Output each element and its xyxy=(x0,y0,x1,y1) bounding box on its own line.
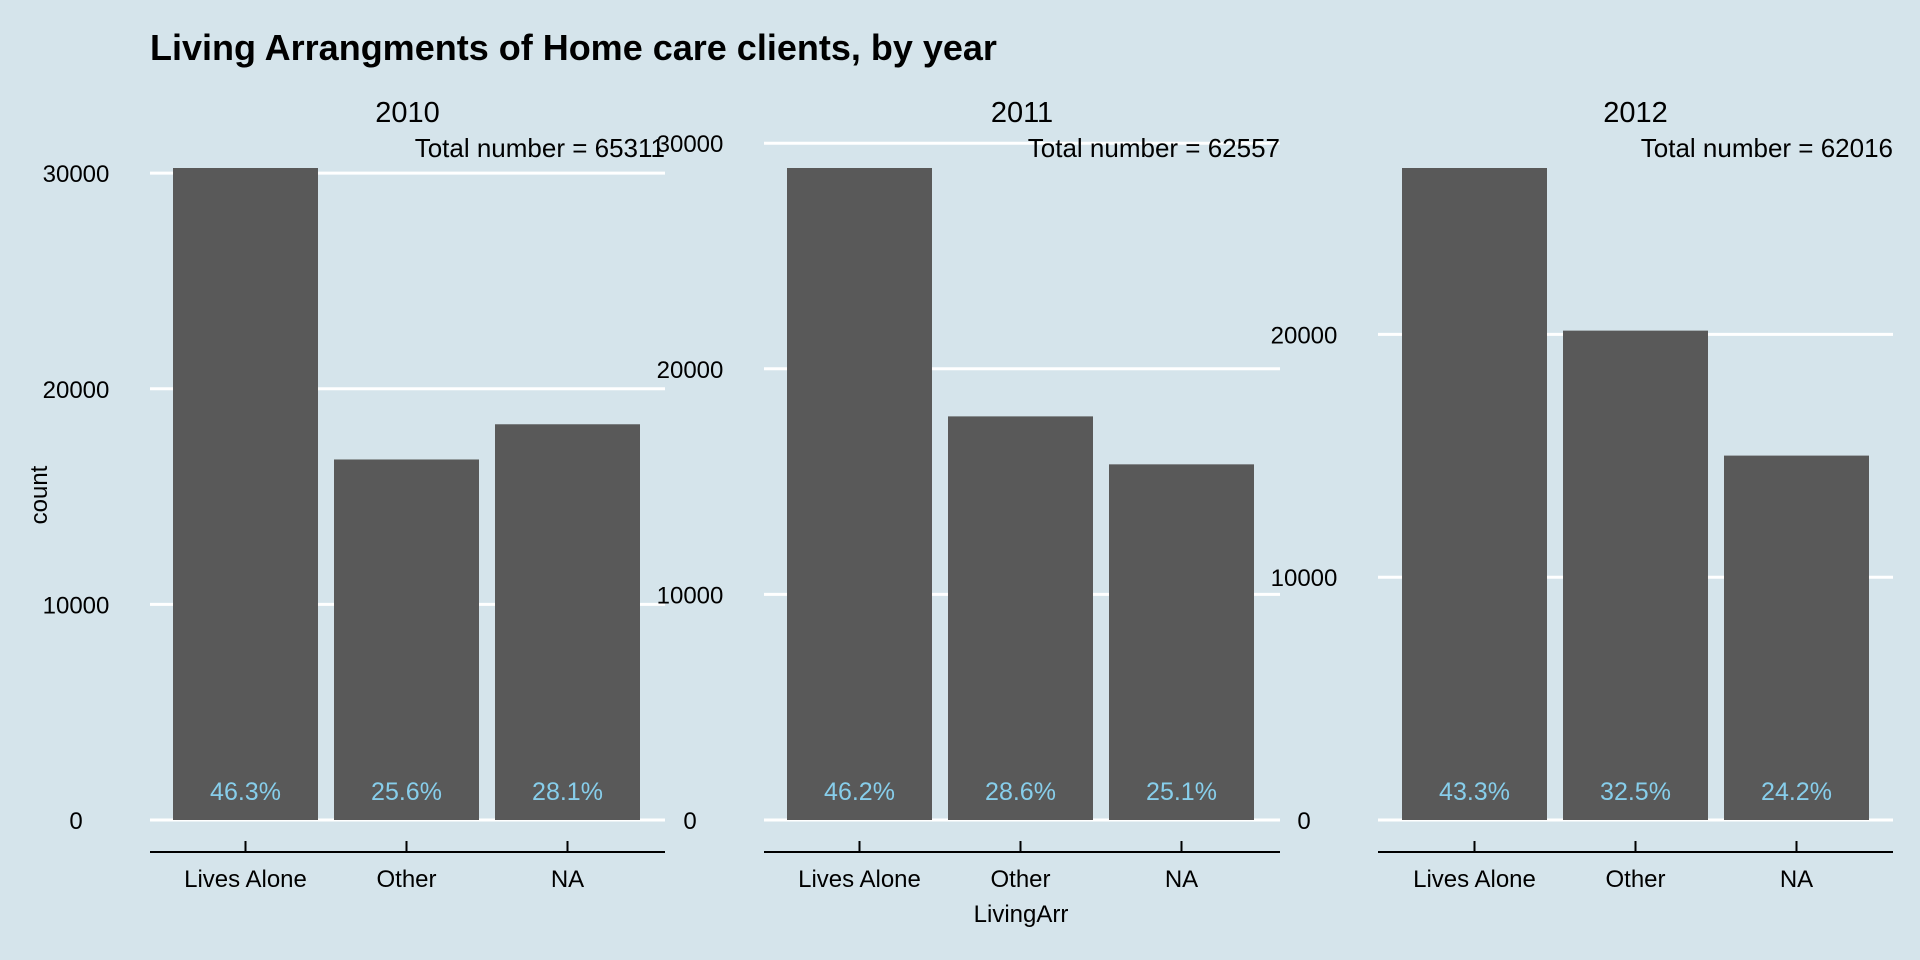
bar-pct-label: 46.2% xyxy=(824,778,895,806)
bar-2010-1 xyxy=(334,459,479,820)
bar-2011-0 xyxy=(787,168,932,820)
y-tick-label: 0 xyxy=(683,808,696,835)
panel-2012: 0 10000 20000 43.3% Lives Alone 32.5% Other 24.… xyxy=(1271,97,1893,893)
y-tick-label: 0 xyxy=(69,808,82,835)
y-tick-label: 20000 xyxy=(1271,322,1338,349)
x-tick-label: Lives Alone xyxy=(184,866,307,893)
bar-pct-label: 46.3% xyxy=(210,778,281,806)
facet-title: 2011 xyxy=(991,97,1053,129)
x-tick-label: Other xyxy=(1605,866,1665,893)
chart-title: Living Arrangments of Home care clients,… xyxy=(150,27,997,68)
y-tick-label: 0 xyxy=(1297,808,1310,835)
y-tick-label: 20000 xyxy=(657,357,724,384)
panel-2011: 0 10000 20000 30000 46.2% Lives Alone 28.6% Oth… xyxy=(657,97,1280,893)
x-tick-label: Other xyxy=(376,866,436,893)
x-tick-label: NA xyxy=(551,866,584,893)
x-tick-label: NA xyxy=(1165,866,1198,893)
bar-pct-label: 32.5% xyxy=(1600,778,1671,806)
facet-subtitle: Total number = 62557 xyxy=(1028,133,1280,163)
facet-subtitle: Total number = 62016 xyxy=(1641,133,1893,163)
bar-2012-2 xyxy=(1724,455,1869,820)
bar-pct-label: 43.3% xyxy=(1439,778,1510,806)
x-tick-label: NA xyxy=(1780,866,1813,893)
y-tick-label: 20000 xyxy=(43,377,110,404)
facet-title: 2012 xyxy=(1603,97,1668,129)
x-tick-label: Lives Alone xyxy=(1413,866,1536,893)
facet-subtitle: Total number = 65311 xyxy=(415,133,665,163)
bar-pct-label: 24.2% xyxy=(1761,778,1832,806)
y-tick-label: 30000 xyxy=(657,131,724,158)
bar-2011-1 xyxy=(948,416,1093,820)
y-tick-label: 10000 xyxy=(43,592,110,619)
x-axis-label: LivingArr xyxy=(974,901,1069,928)
bar-2012-0 xyxy=(1402,168,1547,820)
bar-2010-0 xyxy=(173,168,318,820)
x-tick-label: Other xyxy=(990,866,1050,893)
bar-pct-label: 25.6% xyxy=(371,778,442,806)
y-axis-label: count xyxy=(26,465,53,524)
facet-title: 2010 xyxy=(375,97,440,129)
y-tick-label: 10000 xyxy=(657,582,724,609)
panel-2010: 0 10000 20000 30000 46.3% Lives Alone 25.6% Oth… xyxy=(43,97,665,893)
bar-pct-label: 25.1% xyxy=(1146,778,1217,806)
bar-pct-label: 28.6% xyxy=(985,778,1056,806)
y-tick-label: 30000 xyxy=(43,161,110,188)
y-tick-label: 10000 xyxy=(1271,565,1338,592)
bar-pct-label: 28.1% xyxy=(532,778,603,806)
panels: 0 10000 20000 30000 46.3% Lives Alone 25.6% Oth… xyxy=(43,97,1893,893)
bar-2010-2 xyxy=(495,424,640,820)
bar-2012-1 xyxy=(1563,330,1708,820)
x-tick-label: Lives Alone xyxy=(798,866,921,893)
bar-2011-2 xyxy=(1109,464,1254,820)
